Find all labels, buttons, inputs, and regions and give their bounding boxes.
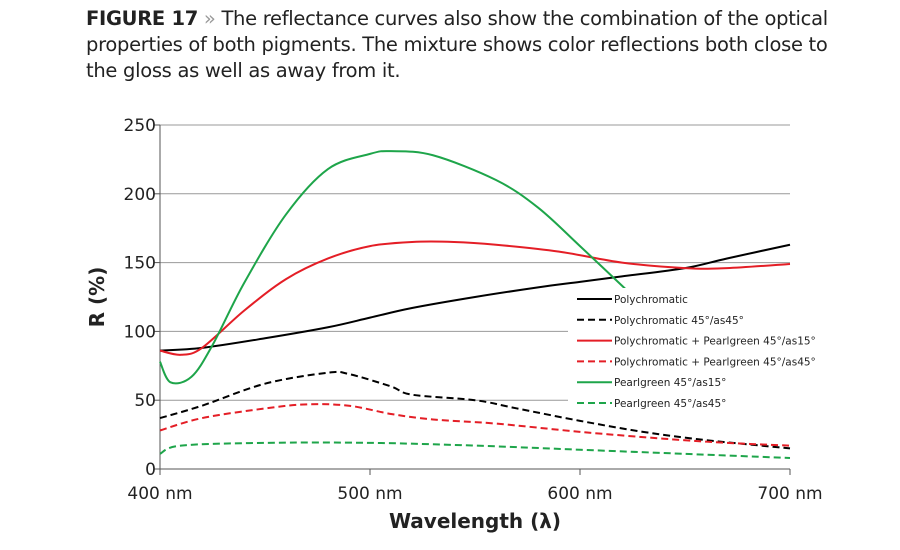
y-axis-label: R (%) [85, 267, 109, 328]
legend-label: Polychromatic + Pearlgreen 45°/as45° [614, 356, 816, 368]
caption-text: The reflectance curves also show the com… [86, 7, 828, 82]
series-line-polychromatic-45-as45 [159, 370, 791, 450]
x-tick-label: 500 nm [337, 484, 402, 504]
y-tick-label: 200 [124, 185, 156, 205]
caption-separator: » [203, 7, 216, 30]
y-tick-label: 100 [124, 322, 156, 342]
series-line-polychromatic-pearlgreen-45-as15 [159, 240, 791, 356]
y-tick-label: 0 [145, 460, 156, 480]
series-line-pearlgreen-45-as15 [159, 150, 634, 385]
y-tick-label: 150 [124, 254, 156, 274]
x-axis-label: Wavelength (λ) [389, 509, 561, 533]
legend-label: Polychromatic 45°/as45° [614, 315, 744, 327]
legend-label: Polychromatic [614, 294, 688, 306]
legend-label: Pearlgreen 45°/as45° [614, 398, 726, 410]
legend: Polychromatic Polychromatic 45°/as45° Poly… [577, 294, 816, 410]
figure-label: FIGURE 17 [86, 7, 198, 30]
legend-label: Polychromatic + Pearlgreen 45°/as15° [614, 336, 816, 348]
series-line-pearlgreen-45-as45 [159, 441, 791, 459]
legend-background [568, 288, 818, 408]
legend-label: Pearlgreen 45°/as15° [614, 377, 726, 389]
y-tick-label: 250 [124, 116, 156, 136]
figure-caption: FIGURE 17 » The reflectance curves also … [86, 6, 846, 84]
y-tick-label: 50 [134, 391, 156, 411]
x-tick-label: 600 nm [547, 484, 612, 504]
series-line-polychromatic-pearlgreen-45-as45 [159, 403, 791, 447]
x-tick-label: 700 nm [757, 484, 822, 504]
x-tick-label: 400 nm [127, 484, 192, 504]
